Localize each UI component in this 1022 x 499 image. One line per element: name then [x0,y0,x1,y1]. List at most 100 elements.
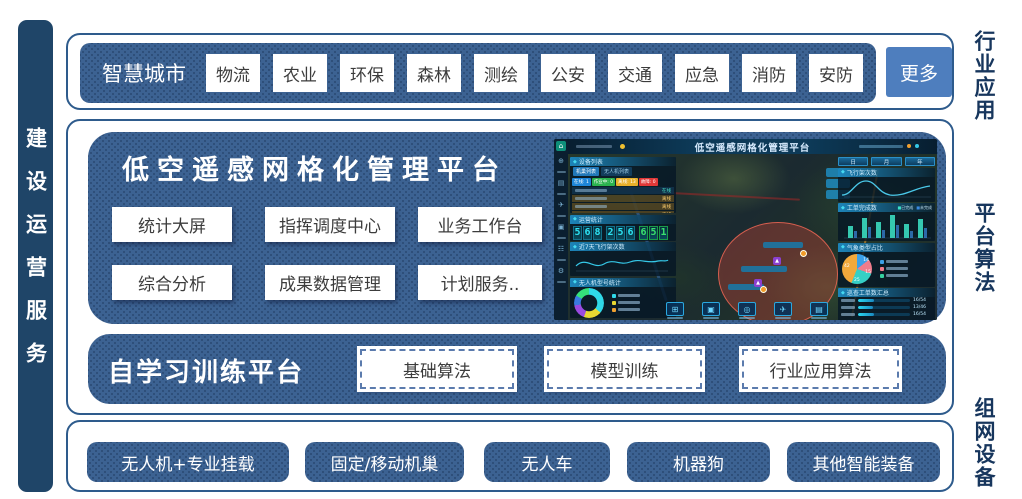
dashboard-left-column: ◆ 设备列表 机巢列表 无人机列表 在线: 1 作业中: 0 离线: 13 故障:… [570,157,676,318]
tool-grid[interactable]: ▤ [806,302,832,319]
legend-swatch [880,259,884,264]
counter-digit: 1 [659,225,668,240]
industry-item-police[interactable]: 公安 [541,54,595,92]
bar-panel-title: 工单完成数 [846,205,877,212]
device-row[interactable]: 离线 [572,203,674,210]
chip-fault[interactable]: 故障: 0 [638,178,658,186]
tool-2d[interactable]: ▣ [698,302,724,319]
person-marker-icon[interactable] [800,250,807,257]
module-plan-service[interactable]: 计划服务.. [418,265,542,300]
industry-item-security[interactable]: 安防 [809,54,863,92]
panel-header: ◆ 工单完成数 ■已完成 ■未完成 [838,203,935,212]
equip-other-smart[interactable]: 其他智能装备 [787,442,940,482]
equip-robot-dog[interactable]: 机器狗 [627,442,770,482]
device-row[interactable]: 离线 [572,195,674,202]
industry-item-agriculture[interactable]: 农业 [273,54,327,92]
stats-panel-title: 运营统计 [578,216,603,224]
platform-box: 低空遥感网格化管理平台 统计大屏 指挥调度中心 业务工作台 综合分析 成果数据管… [66,119,954,415]
industry-item-forest[interactable]: 森林 [407,54,461,92]
industry-algorithms-button[interactable]: 行业应用算法 [742,349,899,389]
industry-item-environment[interactable]: 环保 [340,54,394,92]
list-icon[interactable]: ☷ [557,245,565,253]
donut-panel-title: 无人机型号统计 [578,279,621,287]
tab-month[interactable]: 月 [871,157,902,166]
person-marker-icon[interactable] [760,286,767,293]
panel-header: ◆ 近7天飞行架次数 [570,242,676,251]
trend-panel-title: 近7天飞行架次数 [578,244,625,251]
industry-item-surveying[interactable]: 测绘 [474,54,528,92]
pie-value: 25 [854,277,860,283]
tab-year[interactable]: 年 [904,157,935,166]
chip-online[interactable]: 在线: 1 [572,178,591,186]
training-title: 自学习训练平台 [108,358,305,388]
device-name-bar [575,205,607,208]
drone-marker-icon[interactable]: ▲ [754,279,762,287]
alert-icon[interactable] [907,144,911,148]
legend-item: ■未完成 [916,204,932,210]
side-label-platform-algorithms: 平台算法 [972,202,996,294]
industry-item-logistics[interactable]: 物流 [206,54,260,92]
pie-legend [880,254,908,284]
platform-title: 低空遥感网格化管理平台 [122,155,507,186]
home-icon[interactable]: ⌂ [556,141,566,151]
module-analysis[interactable]: 综合分析 [112,265,232,300]
tab-day[interactable]: 日 [838,157,869,166]
tool-drone[interactable]: ✈ [770,302,796,319]
workorder-bar-panel: ◆ 工单完成数 ■已完成 ■未完成 [838,203,935,241]
tab-uav-list[interactable]: 无人机列表 [601,167,633,176]
industry-item-emergency[interactable]: 应急 [675,54,729,92]
drone-icon[interactable]: ✈ [558,201,564,209]
module-stat-dashboard[interactable]: 统计大屏 [112,207,232,242]
progress-fill [858,306,873,309]
progress-row: 13/46 [838,304,935,311]
diamond-bullet-icon: ◆ [841,169,845,175]
chip-working[interactable]: 作业中: 0 [591,178,616,186]
bar-title-wrap: ◆ 工单完成数 [841,203,877,213]
tool-layers[interactable]: ⊞ [662,302,688,319]
panel-header: ◆ 飞行架次数 [838,167,935,177]
more-button[interactable]: 更多 [886,47,952,97]
chip-offline[interactable]: 离线: 13 [616,178,638,186]
device-tabs: 机巢列表 无人机列表 [570,166,676,177]
nav-label-bar [556,237,566,239]
tab-nest-list[interactable]: 机巢列表 [573,167,600,176]
legend-text-bar [618,294,640,297]
model-training-button[interactable]: 模型训练 [547,349,702,389]
drone-marker-icon[interactable]: ▲ [773,257,781,265]
trend-chart-svg [575,259,669,272]
map-toolbar: ⊞ ▣ ◎ ✈ ▤ [662,302,832,319]
map-2d-icon: ▣ [702,302,720,316]
equip-uav-payload[interactable]: 无人机+专业挂载 [87,442,289,482]
locate-icon[interactable]: ⊕ [558,157,564,165]
tool-capture[interactable]: ◎ [734,302,760,319]
device-row[interactable]: 离线 [572,211,674,213]
panel-header: ◆ 无人机型号统计 [570,277,676,287]
industry-item-traffic[interactable]: 交通 [608,54,662,92]
progress-value: 13/46 [913,305,926,310]
drone-tool-icon: ✈ [774,302,792,316]
module-command-center[interactable]: 指挥调度中心 [265,207,395,242]
counter-digit: 5 [573,225,582,240]
folder-icon[interactable]: ▤ [557,179,565,187]
sun-icon [620,144,625,149]
device-row[interactable]: 在线 [572,187,674,194]
counter-group: 6 5 1 [639,225,668,240]
donut-content [570,287,676,318]
basic-algorithms-button[interactable]: 基础算法 [360,349,514,389]
nav-label-bar [556,281,566,283]
progress-value: 16/54 [913,312,926,317]
device-status: 离线 [662,204,671,210]
weather-pie-panel: ◆ 气象类型占比 14 15 25 42 [838,242,935,287]
gear-icon[interactable]: ⚙ [557,267,565,275]
equip-nest[interactable]: 固定/移动机巢 [305,442,464,482]
pie-value: 42 [844,263,850,269]
equip-ugv[interactable]: 无人车 [484,442,610,482]
industry-item-fire[interactable]: 消防 [742,54,796,92]
left-rail-label: 建设运营服务 [23,126,48,386]
monitor-icon[interactable]: ▣ [557,223,565,231]
module-work-bench[interactable]: 业务工作台 [418,207,542,242]
module-results-data[interactable]: 成果数据管理 [265,265,395,300]
settings-icon[interactable] [915,144,919,148]
management-platform-panel: 低空遥感网格化管理平台 统计大屏 指挥调度中心 业务工作台 综合分析 成果数据管… [88,132,946,324]
